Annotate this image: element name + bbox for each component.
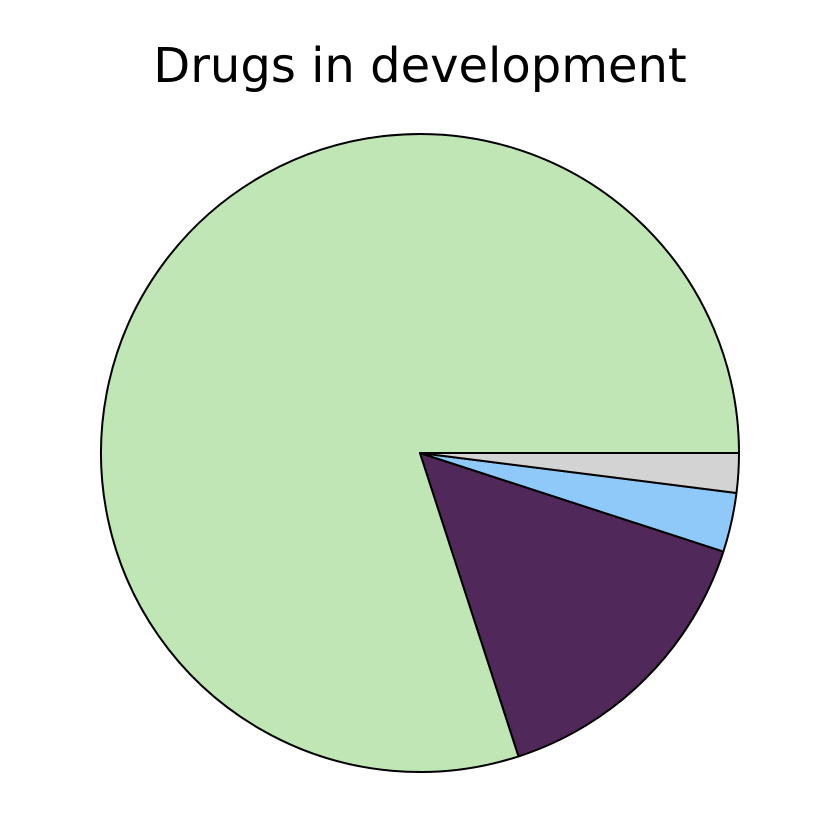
pie-slices <box>100 133 740 773</box>
pie-slice-2 <box>419 452 725 758</box>
chart-title: Drugs in development <box>153 38 687 94</box>
pie-slice-4 <box>419 452 740 494</box>
pie-slice-1 <box>100 133 740 773</box>
